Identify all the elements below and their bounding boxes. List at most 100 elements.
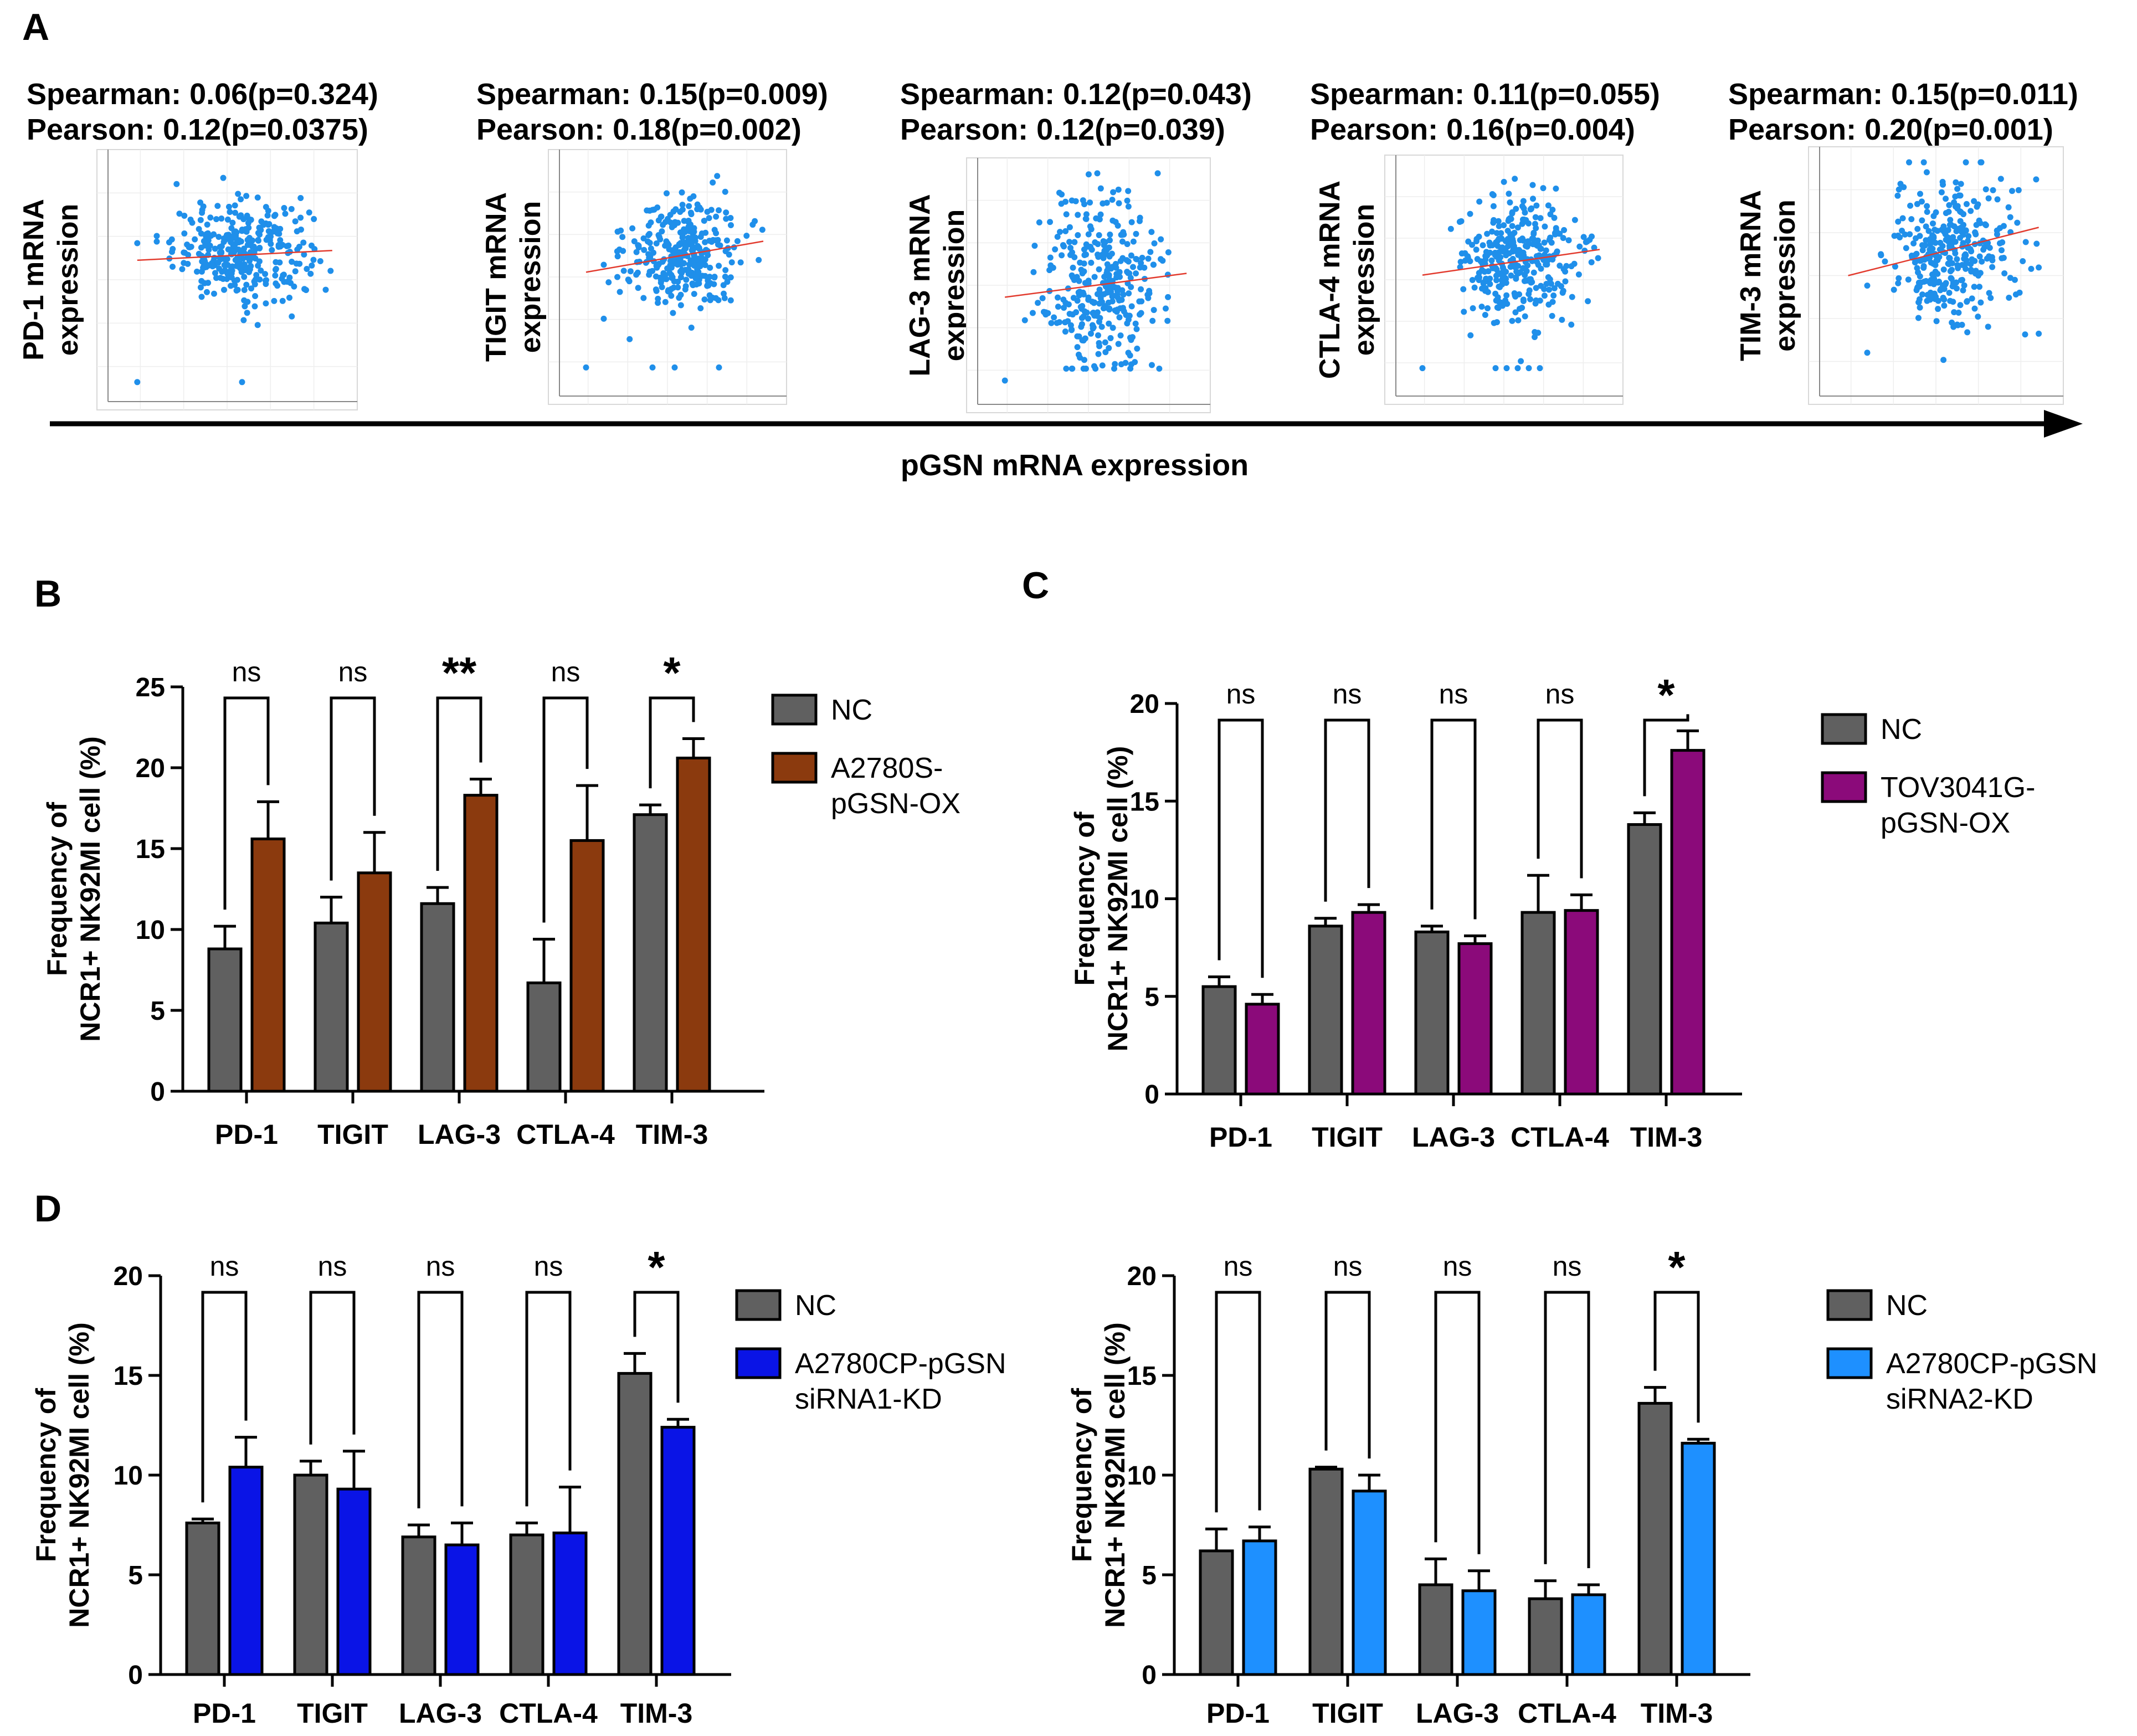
- scatter-point: [1085, 280, 1092, 287]
- scatter-point-outlier: [1537, 365, 1543, 372]
- significance-label: ns: [534, 1251, 563, 1282]
- y-tick-label: 5: [128, 1561, 143, 1590]
- scatter-point: [1519, 219, 1526, 226]
- scatter-point: [1553, 227, 1559, 234]
- bar-nc: [293, 1473, 328, 1676]
- significance-bracket: [1324, 718, 1370, 902]
- scatter-trend-line: [1848, 227, 2039, 276]
- scatter-point: [1585, 298, 1591, 305]
- scatter-point: [1568, 321, 1575, 328]
- scatter-point: [734, 238, 741, 244]
- scatter-point: [1473, 246, 1480, 253]
- scatter-point: [1080, 337, 1087, 344]
- legend-label: NC: [1881, 713, 1922, 746]
- scatter-point: [1892, 263, 1898, 270]
- scatter-point: [1128, 284, 1134, 290]
- category-label: PD-1: [215, 1119, 278, 1150]
- scatter-point: [1083, 211, 1090, 218]
- scatter-point: [288, 206, 295, 212]
- category-label: CTLA-4: [499, 1698, 598, 1729]
- category-label: PD-1: [1209, 1122, 1272, 1153]
- significance-bracket: [1653, 1291, 1700, 1423]
- scatter-point: [232, 202, 238, 209]
- scatter-point: [1100, 200, 1106, 207]
- scatter-point: [626, 278, 633, 285]
- scatter-point: [1912, 259, 1918, 266]
- category-label: CTLA-4: [516, 1119, 615, 1150]
- scatter-point: [1960, 240, 1966, 246]
- scatter-point: [1061, 305, 1067, 311]
- scatter-point: [225, 203, 232, 210]
- scatter-point: [1115, 186, 1122, 193]
- scatter-point: [1538, 265, 1544, 272]
- scatter-point: [251, 303, 258, 310]
- scatter-point: [294, 246, 301, 253]
- significance-bracket: [1324, 1291, 1371, 1458]
- significance-label: ns: [1333, 1251, 1363, 1282]
- scatter-point: [1150, 307, 1157, 314]
- scatter-point: [2036, 330, 2042, 337]
- scatter-point: [682, 243, 689, 249]
- scatter-point: [688, 325, 695, 331]
- scatter-point: [1571, 217, 1578, 223]
- scatter-point: [1510, 243, 1517, 249]
- scatter-point: [1059, 252, 1065, 259]
- scatter-point: [663, 190, 670, 197]
- legend-swatch: [735, 1289, 782, 1321]
- scatter-point: [653, 273, 659, 280]
- panel-a: A pGSN mRNA expression Spearman: 0.06(p=…: [18, 6, 2083, 482]
- scatter-point: [1963, 159, 1969, 166]
- scatter-point: [1565, 237, 1572, 244]
- scatter-point: [1588, 259, 1595, 265]
- category-label: TIM-3: [636, 1119, 708, 1150]
- scatter-point: [1125, 203, 1132, 210]
- scatter-y-label: LAG-3 mRNA expression: [904, 194, 970, 376]
- scatter-point: [262, 278, 269, 284]
- scatter-point: [1895, 280, 1902, 286]
- scatter-point: [282, 210, 289, 217]
- bar-nc: [526, 981, 562, 1093]
- y-tick-label: 20: [114, 1262, 143, 1291]
- bar-treatment: [357, 871, 392, 1093]
- scatter-point: [215, 234, 222, 240]
- scatter-point: [1489, 242, 1496, 249]
- scatter-point: [221, 286, 228, 293]
- scatter-point: [1490, 203, 1497, 209]
- bar-nc: [633, 813, 668, 1093]
- scatter-point: [1940, 266, 1947, 273]
- scatter-point: [1530, 235, 1537, 242]
- pearson-stat: Pearson: 0.16(p=0.004): [1310, 113, 1635, 146]
- scatter-point: [691, 228, 697, 235]
- scatter-point: [694, 256, 701, 263]
- scatter-point: [2033, 176, 2040, 183]
- scatter-y-label: CTLA-4 mRNA expression: [1314, 181, 1380, 379]
- scatter-point: [1529, 182, 1536, 188]
- scatter-point: [723, 209, 730, 216]
- scatter-point: [244, 310, 250, 316]
- scatter-point: [1099, 362, 1106, 369]
- scatter-point: [220, 276, 227, 283]
- scatter-point: [1089, 322, 1096, 328]
- bar-treatment: [463, 794, 499, 1093]
- scatter-point: [1999, 239, 2006, 245]
- scatter-point: [1946, 222, 1953, 228]
- bar-nc: [185, 1521, 220, 1676]
- scatter-point: [252, 292, 259, 299]
- scatter-point: [1481, 269, 1488, 275]
- scatter-point: [1538, 245, 1544, 252]
- scatter-point: [1997, 225, 2004, 232]
- scatter-point: [714, 173, 721, 179]
- scatter-point: [1512, 292, 1518, 299]
- scatter-point: [1482, 256, 1489, 263]
- scatter-point: [668, 286, 675, 292]
- scatter-point: [1968, 268, 1975, 275]
- scatter-point: [327, 268, 334, 274]
- scatter-point: [1128, 252, 1134, 259]
- scatter-point: [640, 295, 647, 301]
- scatter-point: [631, 238, 638, 245]
- scatter-point: [2000, 255, 2007, 261]
- scatter-point: [205, 280, 212, 286]
- scatter-point: [727, 297, 734, 304]
- scatter-point: [1920, 159, 1927, 166]
- scatter-point: [1506, 191, 1512, 197]
